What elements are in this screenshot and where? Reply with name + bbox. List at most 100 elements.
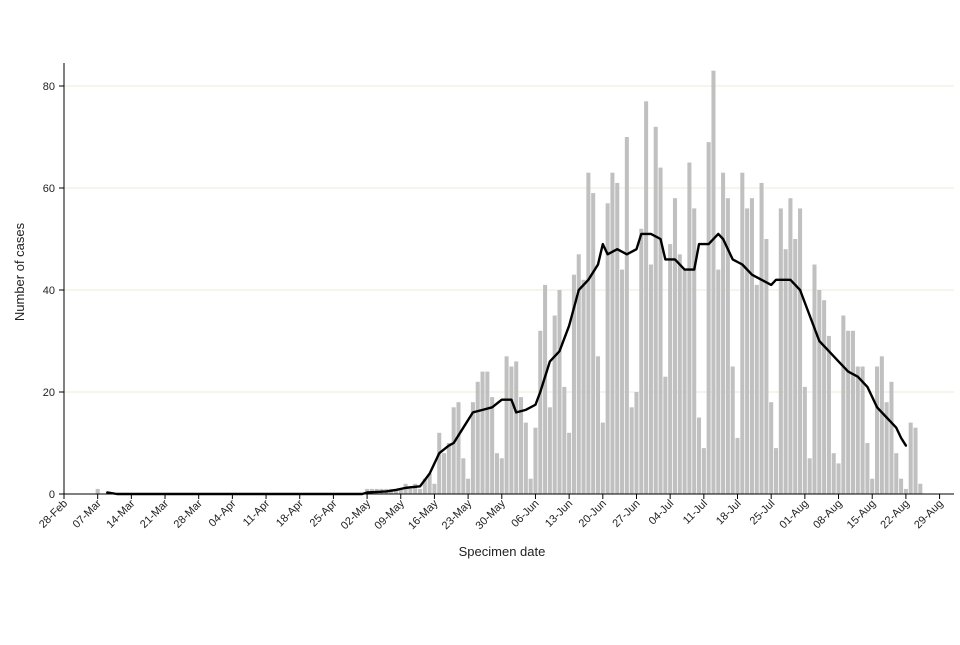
x-tick-label: 29-Aug xyxy=(912,498,946,532)
bar xyxy=(519,397,524,494)
bar xyxy=(552,315,557,494)
y-tick-label: 60 xyxy=(43,183,55,195)
bar xyxy=(793,239,798,494)
bar xyxy=(668,244,673,494)
bar xyxy=(769,402,774,494)
x-tick-label: 13-Jun xyxy=(543,498,575,530)
x-tick-label: 11-Apr xyxy=(241,497,272,528)
bar xyxy=(855,366,860,494)
x-tick-label: 21-Mar xyxy=(138,497,171,530)
bar xyxy=(658,167,663,494)
bar xyxy=(899,478,904,494)
bar xyxy=(499,458,504,494)
bar xyxy=(538,330,543,494)
bar xyxy=(634,392,639,494)
bar xyxy=(562,386,567,494)
bar xyxy=(817,290,822,494)
bar xyxy=(547,407,552,494)
bar xyxy=(615,182,620,494)
bar xyxy=(759,182,764,494)
bar xyxy=(725,198,730,494)
x-tick-label: 08-Aug xyxy=(811,498,845,532)
x-tick-label: 30-May xyxy=(473,497,508,532)
bar xyxy=(605,203,610,495)
x-tick-label: 04-Jul xyxy=(647,498,677,528)
bar xyxy=(475,381,480,494)
x-tick-label: 06-Jun xyxy=(509,498,541,530)
bar xyxy=(610,172,615,494)
bar xyxy=(528,478,533,494)
bar xyxy=(687,162,692,494)
bar xyxy=(730,366,735,494)
y-axis-title: Number of cases xyxy=(12,222,27,321)
bar xyxy=(393,488,398,494)
bar xyxy=(413,483,418,494)
bar xyxy=(620,269,625,494)
bar xyxy=(470,402,475,494)
bar xyxy=(648,264,653,494)
x-tick-label: 25-Jul xyxy=(748,498,778,528)
bar xyxy=(865,443,870,494)
bar xyxy=(697,417,702,494)
bar xyxy=(894,453,899,494)
bar xyxy=(543,284,548,494)
bar xyxy=(826,335,831,494)
x-tick-label: 07-Mar xyxy=(71,497,104,530)
bar xyxy=(846,330,851,494)
bar xyxy=(95,488,100,494)
x-tick-label: 18-Apr xyxy=(274,497,306,529)
y-tick-label: 40 xyxy=(43,285,55,297)
bar xyxy=(889,381,894,494)
bar xyxy=(567,432,572,494)
bar xyxy=(586,172,591,494)
bar xyxy=(557,290,562,494)
x-tick-label: 02-May xyxy=(339,497,374,532)
bar xyxy=(437,432,442,494)
bar xyxy=(740,172,745,494)
bar xyxy=(706,142,711,494)
bar xyxy=(509,366,514,494)
bar xyxy=(629,407,634,494)
bar xyxy=(879,356,884,494)
bar xyxy=(672,198,677,494)
bar xyxy=(850,330,855,494)
bar xyxy=(783,249,788,494)
x-tick-label: 14-Mar xyxy=(104,497,137,530)
bar xyxy=(494,453,499,494)
bar xyxy=(692,208,697,494)
bar xyxy=(466,478,471,494)
bar xyxy=(653,126,658,495)
bar xyxy=(461,458,466,494)
bar xyxy=(836,463,841,494)
bar xyxy=(576,254,581,494)
bar xyxy=(773,448,779,494)
bar xyxy=(639,228,644,495)
x-tick-label: 23-May xyxy=(440,497,475,532)
bar xyxy=(860,366,865,494)
bar xyxy=(831,453,836,494)
bar xyxy=(841,315,846,494)
bar xyxy=(875,366,880,494)
x-tick-label: 22-Aug xyxy=(878,498,912,532)
bar xyxy=(624,137,629,494)
bar xyxy=(754,284,759,494)
bar xyxy=(422,478,427,494)
bar xyxy=(480,371,485,494)
bar xyxy=(427,473,432,494)
bar xyxy=(677,254,682,494)
x-tick-label: 04-Apr xyxy=(207,497,239,529)
x-tick-label: 25-Apr xyxy=(308,497,340,529)
bar xyxy=(442,453,447,494)
bar xyxy=(798,208,803,494)
bar xyxy=(571,274,576,494)
moving-average xyxy=(106,232,908,496)
bar xyxy=(446,443,451,494)
bar xyxy=(735,437,740,494)
bar xyxy=(764,239,769,494)
x-tick-label: 20-Jun xyxy=(577,498,609,530)
bar xyxy=(581,279,586,494)
x-tick-label: 16-May xyxy=(406,497,441,532)
bar xyxy=(913,427,918,494)
